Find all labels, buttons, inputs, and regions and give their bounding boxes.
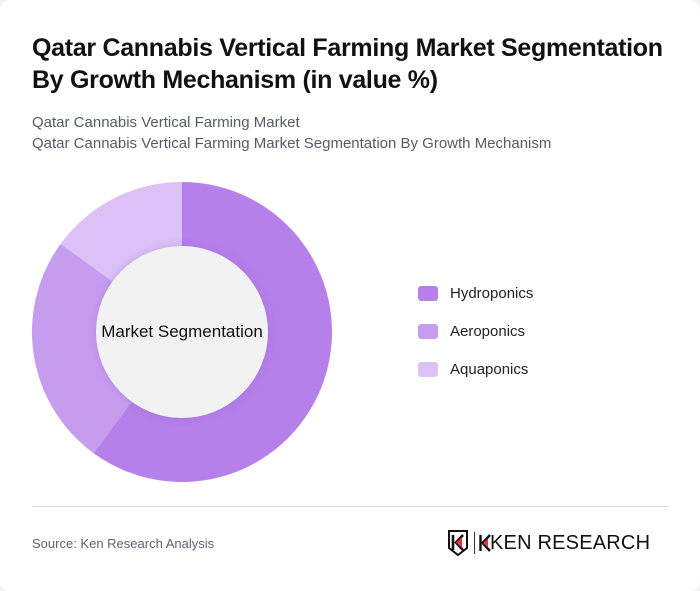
legend-label: Aquaponics xyxy=(450,360,529,378)
subtitle-segmentation: Qatar Cannabis Vertical Farming Market S… xyxy=(32,135,552,152)
subtitle-market: Qatar Cannabis Vertical Farming Market xyxy=(32,114,300,131)
ken-research-logo: KEN RESEARCH xyxy=(447,530,650,556)
legend-item-aquaponics[interactable]: Aquaponics xyxy=(418,359,533,379)
donut-hole xyxy=(96,246,268,418)
source-note: Source: Ken Research Analysis xyxy=(32,536,215,551)
logo-text: KEN RESEARCH xyxy=(490,531,651,554)
legend-item-hydroponics[interactable]: Hydroponics xyxy=(418,283,533,303)
footer-divider xyxy=(32,506,668,507)
legend-swatch xyxy=(418,361,438,377)
legend-label: Aeroponics xyxy=(450,322,526,340)
legend-swatch xyxy=(418,285,438,301)
chart-subtitle: Qatar Cannabis Vertical Farming Market Q… xyxy=(32,112,551,154)
legend-label: Hydroponics xyxy=(450,284,534,302)
legend: Hydroponics Aeroponics Aquaponics xyxy=(418,283,533,397)
legend-swatch xyxy=(418,323,438,339)
donut-svg xyxy=(32,182,333,482)
donut-chart: Market Segmentation xyxy=(32,182,333,482)
legend-item-aeroponics[interactable]: Aeroponics xyxy=(418,321,533,341)
ken-k-icon xyxy=(479,534,491,552)
logo-separator xyxy=(474,532,475,554)
ken-shield-icon xyxy=(448,530,468,556)
chart-title: Qatar Cannabis Vertical Farming Market S… xyxy=(32,34,663,94)
